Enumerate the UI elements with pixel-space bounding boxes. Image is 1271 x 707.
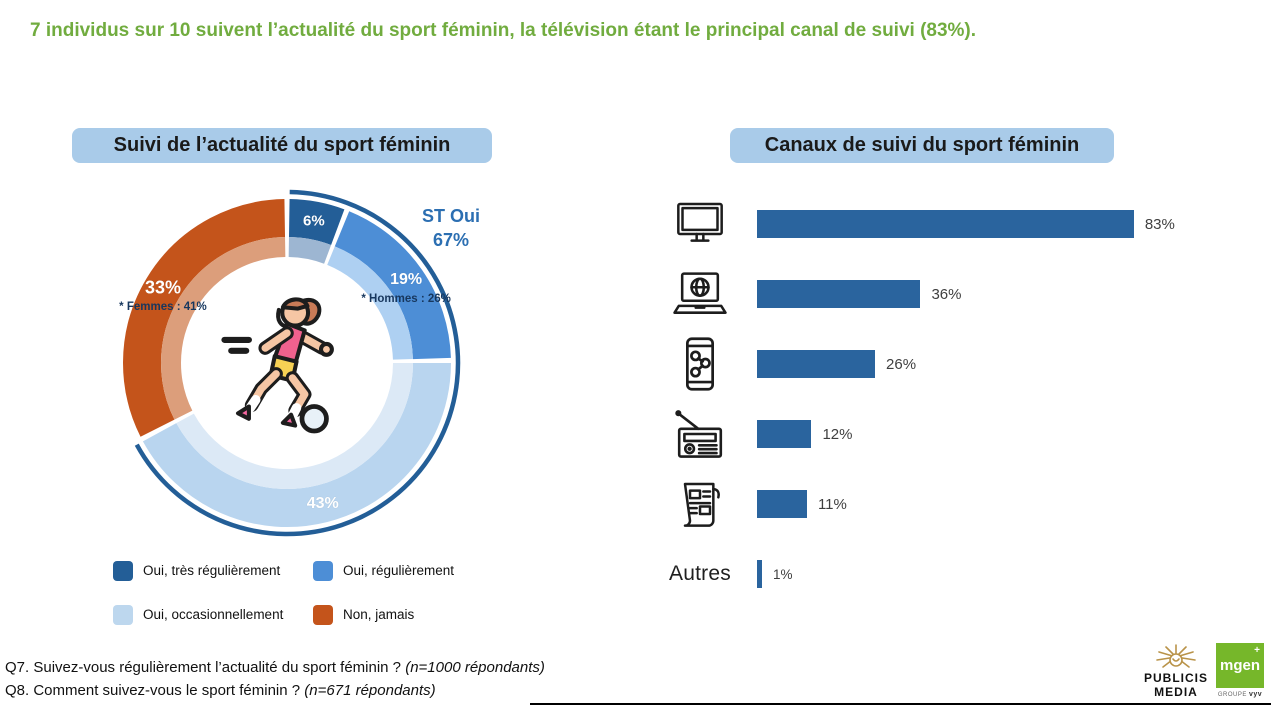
legend-label: Non, jamais bbox=[343, 607, 415, 622]
bar-value-label: 26% bbox=[886, 355, 917, 373]
publicis-wordmark-line1: PUBLICIS bbox=[1143, 671, 1208, 685]
footnote-q8: Q8. Comment suivez-vous le sport féminin… bbox=[5, 682, 436, 699]
donut-segment-value: 19% bbox=[390, 271, 423, 289]
newspaper-icon bbox=[660, 479, 740, 529]
donut-chart-title: Suivi de l’actualité du sport féminin bbox=[72, 128, 492, 163]
bar-row: 26% bbox=[660, 329, 1260, 399]
footnote-q7-sample: (n=1000 répondants) bbox=[405, 659, 545, 676]
legend-label: Oui, occasionnellement bbox=[143, 607, 284, 622]
bar-row: 36% bbox=[660, 259, 1260, 329]
donut-total-callout: ST Oui 67% bbox=[422, 204, 480, 252]
legend-label: Oui, très régulièrement bbox=[143, 563, 281, 578]
bar-value-label: 11% bbox=[817, 495, 847, 513]
bar-fill bbox=[757, 280, 921, 308]
mgen-wordmark: mgen bbox=[1219, 657, 1260, 674]
footnote-q8-text: Q8. Comment suivez-vous le sport féminin… bbox=[5, 682, 305, 699]
legend-item: Oui, très régulièrement bbox=[113, 560, 313, 581]
bar-chart-title: Canaux de suivi du sport féminin bbox=[730, 128, 1114, 163]
publicis-wordmark-line2: MEDIA bbox=[1154, 685, 1198, 699]
footnote-q7-text: Q7. Suivez-vous régulièrement l’actualit… bbox=[5, 659, 406, 676]
bar-row: 83% bbox=[660, 189, 1260, 259]
legend-label: Oui, régulièrement bbox=[343, 563, 455, 578]
donut-chart: 6% 19% * Hommes : 26% 43% 33% * Femmes : 41% bbox=[95, 170, 485, 560]
mgen-green-box: mgen + bbox=[1216, 643, 1264, 688]
donut-segment-value: 6% bbox=[303, 212, 325, 230]
legend-swatch bbox=[113, 604, 133, 625]
bar-row: Autres 1% bbox=[660, 539, 1260, 609]
radio-icon bbox=[660, 408, 740, 460]
legend-swatch bbox=[313, 560, 333, 581]
legend-item: Oui, occasionnellement bbox=[113, 604, 313, 625]
bar-value-label: 1% bbox=[773, 566, 793, 582]
bar-fill bbox=[757, 350, 876, 378]
smartphone-icon bbox=[660, 336, 740, 392]
donut-segment-annotation: * Hommes : 26% bbox=[361, 293, 451, 306]
autres-label: Autres bbox=[669, 562, 731, 585]
donut-legend: Oui, très régulièrement Oui, régulièremen… bbox=[113, 560, 513, 625]
donut-segment-annotation: * Femmes : 41% bbox=[119, 300, 207, 313]
bar-value-label: 12% bbox=[822, 425, 853, 443]
bar-row: 11% bbox=[660, 469, 1260, 539]
slide-headline: 7 individus sur 10 suivent l’actualité d… bbox=[30, 20, 977, 41]
legend-swatch bbox=[313, 604, 333, 625]
tv-icon bbox=[660, 199, 740, 249]
donut-total-value: 67% bbox=[432, 230, 470, 250]
legend-item: Oui, régulièrement bbox=[313, 560, 513, 581]
bar-fill bbox=[757, 560, 762, 588]
bar-category-label: Autres bbox=[660, 562, 740, 586]
bar-fill bbox=[757, 490, 807, 518]
donut-rings bbox=[123, 189, 461, 537]
laptop-icon bbox=[660, 270, 740, 318]
donut-segment-value: 43% bbox=[306, 494, 339, 512]
publicis-lion-icon bbox=[1138, 643, 1214, 671]
donut-segment-value: 33% bbox=[144, 277, 181, 298]
female-soccer-player-illustration bbox=[221, 297, 334, 434]
footnote-q7: Q7. Suivez-vous régulièrement l’actualit… bbox=[5, 659, 545, 676]
bottom-divider bbox=[530, 703, 1271, 705]
bar-value-label: 36% bbox=[931, 285, 962, 303]
legend-item: Non, jamais bbox=[313, 604, 513, 625]
publicis-media-logo: PUBLICIS MEDIA bbox=[1138, 643, 1214, 699]
bar-fill bbox=[757, 420, 812, 448]
mgen-logo: mgen + GROUPE vyv bbox=[1216, 643, 1264, 698]
bar-chart: 83% 36% 26% 12% 11% Autres 1% bbox=[660, 189, 1260, 609]
bar-value-label: 83% bbox=[1144, 215, 1175, 233]
footnote-q8-sample: (n=671 répondants) bbox=[304, 682, 436, 699]
bar-row: 12% bbox=[660, 399, 1260, 469]
legend-swatch bbox=[113, 560, 133, 581]
donut-total-label: ST Oui bbox=[422, 206, 480, 226]
groupe-vyv-wordmark: GROUPE vyv bbox=[1217, 691, 1263, 698]
bar-fill bbox=[757, 210, 1134, 238]
mgen-plus-mark: + bbox=[1254, 645, 1260, 656]
